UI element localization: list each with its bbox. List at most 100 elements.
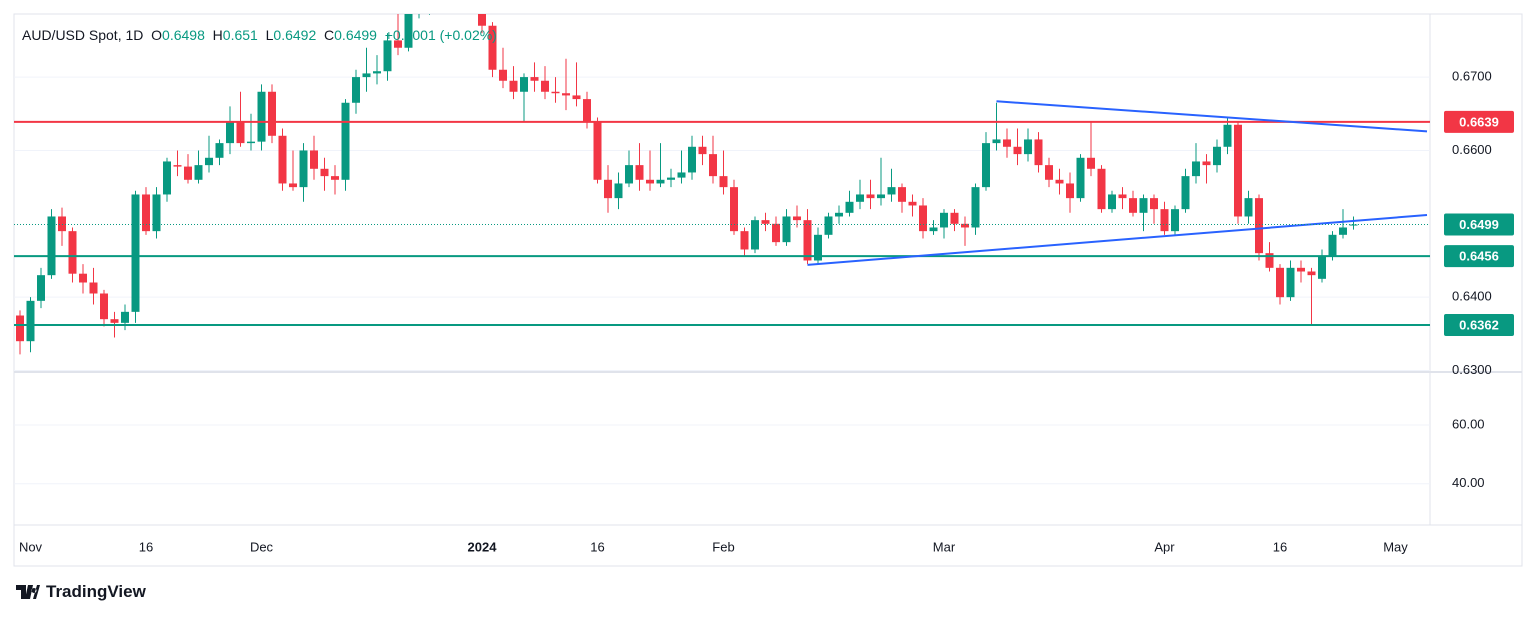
candle-body — [394, 40, 402, 48]
x-tick-label: Apr — [1154, 539, 1175, 554]
candle-body — [1234, 124, 1242, 217]
candle-body — [142, 194, 150, 232]
candle-body — [110, 319, 119, 323]
candle-body — [1318, 256, 1326, 279]
price-badge-label: 0.6362 — [1459, 317, 1499, 332]
candle-body — [1003, 139, 1011, 147]
candle-body — [835, 212, 843, 217]
ohlc-label: L — [265, 27, 274, 43]
candle-body — [730, 187, 738, 232]
candle-body — [898, 187, 906, 202]
candle-body — [268, 91, 276, 136]
price-pane — [14, 0, 1430, 372]
candle-body — [488, 25, 497, 70]
candle-body — [919, 205, 927, 232]
candle-body — [1307, 271, 1316, 276]
candle-body — [1013, 146, 1022, 155]
candle-body — [426, 0, 434, 4]
x-tick-label: 2024 — [468, 539, 498, 554]
candle-body — [373, 71, 381, 74]
candle-body — [79, 273, 87, 283]
candle-body — [772, 223, 780, 243]
candle-body — [971, 187, 980, 228]
symbol-title: AUD/USD Spot, 1D — [22, 27, 144, 43]
candle-body — [814, 234, 822, 261]
candle-body — [1265, 253, 1274, 268]
candle-body — [247, 141, 255, 144]
candle-body — [520, 77, 528, 92]
ohlc-value: 0.6492 — [273, 27, 317, 43]
candle-body — [1192, 161, 1200, 177]
candle-body — [121, 311, 129, 323]
y-tick-label: 40.00 — [1452, 475, 1485, 490]
candle-body — [982, 143, 990, 188]
candle-body — [257, 91, 266, 142]
y-tick-label: 0.6600 — [1452, 142, 1492, 157]
candle-body — [478, 14, 486, 26]
trend-line — [996, 100, 1428, 133]
candle-body — [803, 220, 812, 261]
candle-body — [1139, 198, 1148, 213]
candle-body — [551, 91, 560, 94]
ohlc-label: C — [324, 27, 335, 43]
candle-body — [509, 80, 518, 92]
change: +0.0001 — [384, 27, 436, 43]
candle-body — [499, 69, 507, 81]
x-tick-label: 16 — [590, 539, 604, 554]
candle-body — [614, 183, 623, 199]
y-tick-label: 0.6400 — [1452, 289, 1492, 304]
x-tick-label: Feb — [712, 539, 734, 554]
price-badge — [1444, 213, 1514, 236]
candle-body — [1202, 161, 1211, 166]
candle-body — [908, 201, 917, 206]
candle-body — [299, 150, 308, 188]
candle-body — [1024, 139, 1032, 155]
candle-body — [940, 212, 948, 228]
x-tick-label: Nov — [19, 539, 43, 554]
candle-body — [320, 168, 329, 177]
y-tick-label: 0.6700 — [1452, 69, 1492, 84]
candle-body — [404, 14, 413, 48]
candle-body — [1076, 157, 1085, 199]
candle-body — [1055, 179, 1064, 184]
candle-body — [468, 0, 476, 4]
candle-body — [1255, 198, 1263, 254]
candle-body — [751, 220, 759, 250]
candle-body — [37, 275, 45, 301]
candle-body — [215, 143, 224, 158]
candle-body — [1181, 176, 1190, 210]
candle-body — [47, 216, 56, 276]
ohlc-value: 0.6499 — [334, 27, 377, 43]
candle-body — [656, 179, 665, 184]
candle-body — [782, 216, 791, 243]
candle-body — [1087, 157, 1095, 169]
brand-text: TradingView — [46, 582, 146, 601]
candle-body — [793, 216, 801, 221]
candle-body — [1129, 198, 1137, 213]
candle-body — [1297, 267, 1305, 272]
candle-body — [719, 176, 728, 188]
candle-body — [1213, 146, 1221, 166]
candle-body — [1034, 139, 1043, 166]
candle-body — [688, 146, 696, 173]
price-badge — [1444, 110, 1514, 133]
x-tick-label: Mar — [933, 539, 956, 554]
candle-body — [68, 231, 77, 274]
candle-body — [184, 166, 192, 180]
candle-body — [1097, 168, 1106, 210]
candle-body — [887, 187, 896, 195]
candle-body — [26, 300, 35, 342]
candle-body — [89, 282, 98, 294]
candle-body — [541, 80, 549, 92]
candle-body — [289, 183, 297, 188]
candle-body — [1349, 224, 1358, 226]
candle-body — [1066, 183, 1074, 199]
candle-body — [572, 95, 581, 100]
candle-body — [1160, 209, 1169, 232]
candle-body — [961, 223, 969, 228]
candle-body — [866, 194, 875, 199]
legend-header: AUD/USD Spot, 1D O0.6498 H0.651 L0.6492 … — [22, 27, 497, 43]
candle-body — [152, 194, 161, 232]
candle-body — [226, 121, 234, 144]
